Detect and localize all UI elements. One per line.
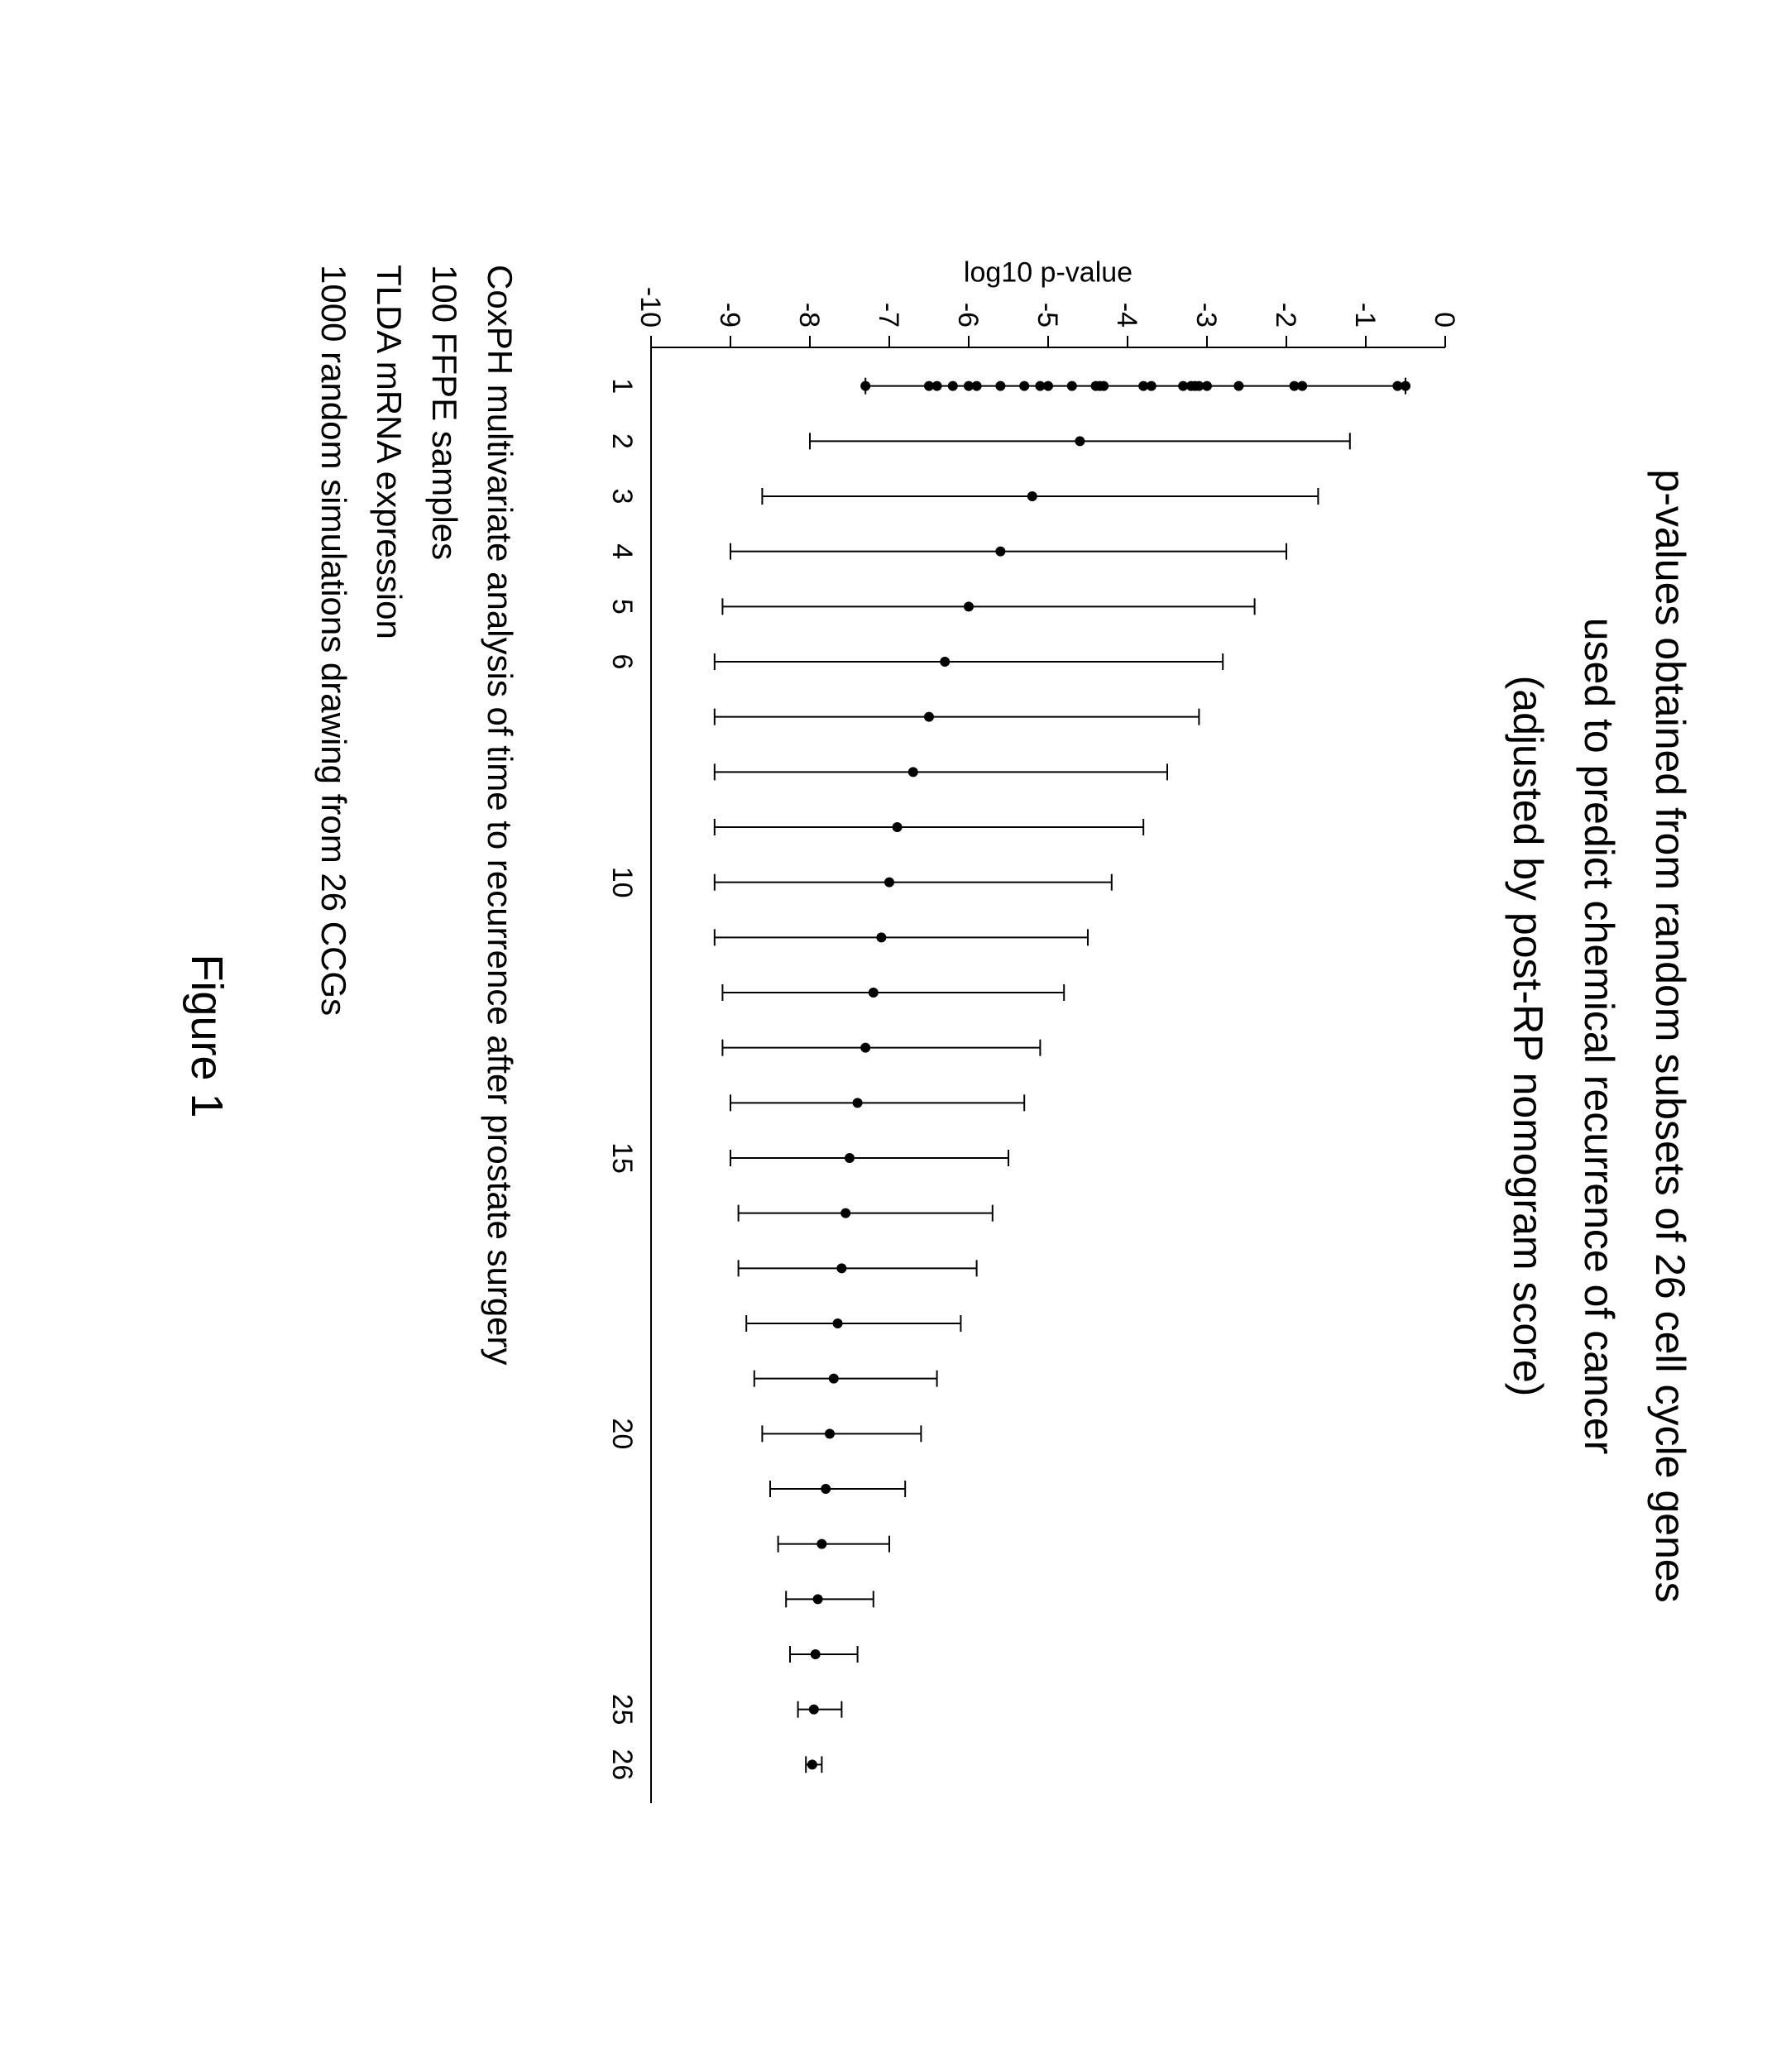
chart-title-line-2: used to predict chemical recurrence of c…	[1566, 165, 1632, 1907]
chart-title-block: p-values obtained from random subsets of…	[1495, 165, 1703, 1907]
y-tick-label: -3	[1190, 303, 1222, 328]
data-point	[964, 601, 974, 611]
y-tick-label: -2	[1270, 303, 1301, 328]
chart-svg: 0 -1 -2 -3 -4 -5 -6 -7 -8 -9 -10 1 2 3 4 5 6 10 15 20 25 26	[585, 265, 1462, 1836]
x-tick-label: 4	[606, 543, 638, 559]
chart-title-line-1: p-values obtained from random subsets of…	[1637, 165, 1703, 1907]
y-tick-label: -4	[1111, 303, 1142, 328]
footnote-line-2: 100 FFPE samples	[418, 265, 472, 1907]
data-point	[809, 1705, 819, 1715]
chart-area: 0-1-2-3-4-5-6-7-8-9-101234561015202526 l…	[585, 265, 1462, 1807]
data-point	[1075, 436, 1085, 446]
data-point	[813, 1594, 823, 1604]
y-tick-label: -9	[714, 303, 745, 328]
data-point	[1027, 491, 1037, 501]
y-tick-label: -8	[793, 303, 825, 328]
y-tick-label: -5	[1032, 303, 1063, 328]
footnote-line-1: CoxPH multivariate analysis of time to r…	[473, 265, 527, 1907]
y-tick-label: 0	[1429, 312, 1460, 328]
data-point	[840, 1208, 850, 1218]
data-point	[924, 712, 934, 722]
data-point	[995, 547, 1005, 557]
x-tick-label: 10	[606, 867, 638, 898]
footnote-line-4: 1000 random simulations drawing from 26 …	[307, 265, 361, 1907]
data-point	[833, 1318, 843, 1328]
x-tick-label: 6	[606, 654, 638, 670]
data-point	[860, 1043, 870, 1053]
data-point	[884, 878, 894, 888]
data-point	[1091, 381, 1101, 391]
data-point	[1178, 381, 1188, 391]
data-point	[836, 1263, 846, 1273]
figure-label: Figure 1	[181, 165, 232, 1907]
y-tick-label: -6	[952, 303, 984, 328]
data-point	[908, 767, 918, 777]
data-point	[811, 1649, 821, 1659]
data-point	[940, 657, 950, 667]
x-tick-label: 2	[606, 433, 638, 449]
data-point	[924, 381, 934, 391]
data-point	[853, 1098, 863, 1108]
x-tick-label: 26	[606, 1749, 638, 1780]
x-tick-label: 25	[606, 1694, 638, 1725]
data-point	[1035, 381, 1045, 391]
y-tick-label: -10	[635, 287, 666, 328]
data-point	[1019, 381, 1029, 391]
data-point	[995, 381, 1005, 391]
x-tick-label: 15	[606, 1142, 638, 1174]
data-point	[869, 988, 879, 998]
data-point	[821, 1484, 831, 1494]
data-point	[1138, 381, 1148, 391]
data-point	[1392, 381, 1402, 391]
data-point	[816, 1539, 826, 1549]
data-point	[1067, 381, 1077, 391]
chart-title-line-3: (adjusted by post-RP nomogram score)	[1495, 165, 1561, 1907]
data-point	[964, 381, 974, 391]
data-point	[807, 1759, 817, 1769]
data-point	[893, 822, 903, 832]
y-tick-label: -1	[1349, 303, 1381, 328]
data-point	[1233, 381, 1243, 391]
data-point	[860, 381, 870, 391]
y-tick-label: -7	[873, 303, 904, 328]
data-point	[845, 1153, 855, 1163]
data-point	[876, 932, 886, 942]
x-tick-label: 3	[606, 489, 638, 505]
data-point	[825, 1428, 835, 1438]
x-tick-label: 1	[606, 378, 638, 394]
x-tick-label: 5	[606, 599, 638, 615]
data-point	[948, 381, 958, 391]
data-point	[829, 1374, 839, 1384]
footnote-line-3: TLDA mRNA expression	[362, 265, 416, 1907]
footnotes-block: CoxPH multivariate analysis of time to r…	[307, 265, 527, 1907]
y-axis-label: log10 p-value	[964, 257, 1133, 290]
data-point	[1290, 381, 1300, 391]
x-tick-label: 20	[606, 1418, 638, 1449]
